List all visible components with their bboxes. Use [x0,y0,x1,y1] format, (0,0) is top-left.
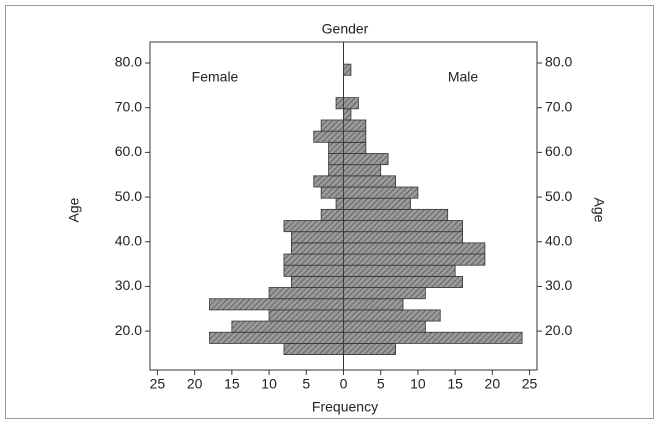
bar [343,220,463,233]
bar [209,298,344,311]
x-tick-label: 15 [447,376,463,392]
bar [343,231,463,244]
bar [343,320,426,333]
x-tick-label: 25 [150,376,166,392]
bar [343,275,463,288]
bar [231,320,344,333]
y-tick-label: 40.0 [115,232,142,248]
bar [343,242,486,255]
bar [283,264,344,277]
y-tick-label: 20.0 [115,322,142,338]
bar [328,164,344,177]
bar [343,63,352,76]
x-axis-label: Frequency [312,399,378,415]
bar [335,97,344,110]
bar [343,331,523,344]
y-tick-label: 80.0 [115,54,142,70]
series-label: Male [448,69,479,85]
bar [343,108,352,121]
y-tick-label: 30.0 [115,277,142,293]
bar [343,141,367,154]
bar [313,130,344,143]
y2-axis-label: Age [591,198,607,223]
bar [343,97,359,110]
y2-tick-label: 70.0 [545,98,572,114]
bar [320,208,344,221]
y2-tick-label: 30.0 [545,277,572,293]
y-tick-label: 60.0 [115,143,142,159]
x-tick-label: 0 [340,376,348,392]
bar [343,175,396,188]
bar [343,164,382,177]
bar [343,309,441,322]
bar [343,298,404,311]
bar [343,186,419,199]
y-axis-label: Age [66,197,82,222]
bar [343,253,486,266]
y2-tick-label: 60.0 [545,143,572,159]
bar [209,331,344,344]
bar [335,197,344,210]
y2-tick-label: 80.0 [545,54,572,70]
bar [328,141,344,154]
bar [291,231,344,244]
y2-tick-label: 20.0 [545,322,572,338]
y2-tick-label: 40.0 [545,232,572,248]
bar [268,309,344,322]
bar [291,275,344,288]
x-tick-label: 20 [187,376,203,392]
y2-tick-label: 50.0 [545,188,572,204]
bar [328,153,344,166]
x-tick-label: 5 [302,376,310,392]
bar [343,119,367,132]
bar [283,253,344,266]
chart-title: Gender [322,21,369,37]
bar [283,220,344,233]
series-label: Female [192,69,239,85]
bar [291,242,344,255]
bar [313,175,344,188]
bar [283,343,344,355]
bar [343,130,367,143]
bar [343,153,389,166]
bar [268,287,344,300]
x-tick-label: 10 [410,376,426,392]
bar [320,119,344,132]
bar [343,197,411,210]
x-tick-label: 25 [522,376,538,392]
x-tick-label: 20 [485,376,501,392]
y-tick-label: 70.0 [115,98,142,114]
x-tick-label: 5 [377,376,385,392]
bar [343,287,426,300]
bar [343,264,456,277]
y-tick-label: 50.0 [115,188,142,204]
bar [320,186,344,199]
bar [343,208,449,221]
bar [343,343,396,355]
x-tick-label: 10 [261,376,277,392]
x-tick-label: 15 [224,376,240,392]
